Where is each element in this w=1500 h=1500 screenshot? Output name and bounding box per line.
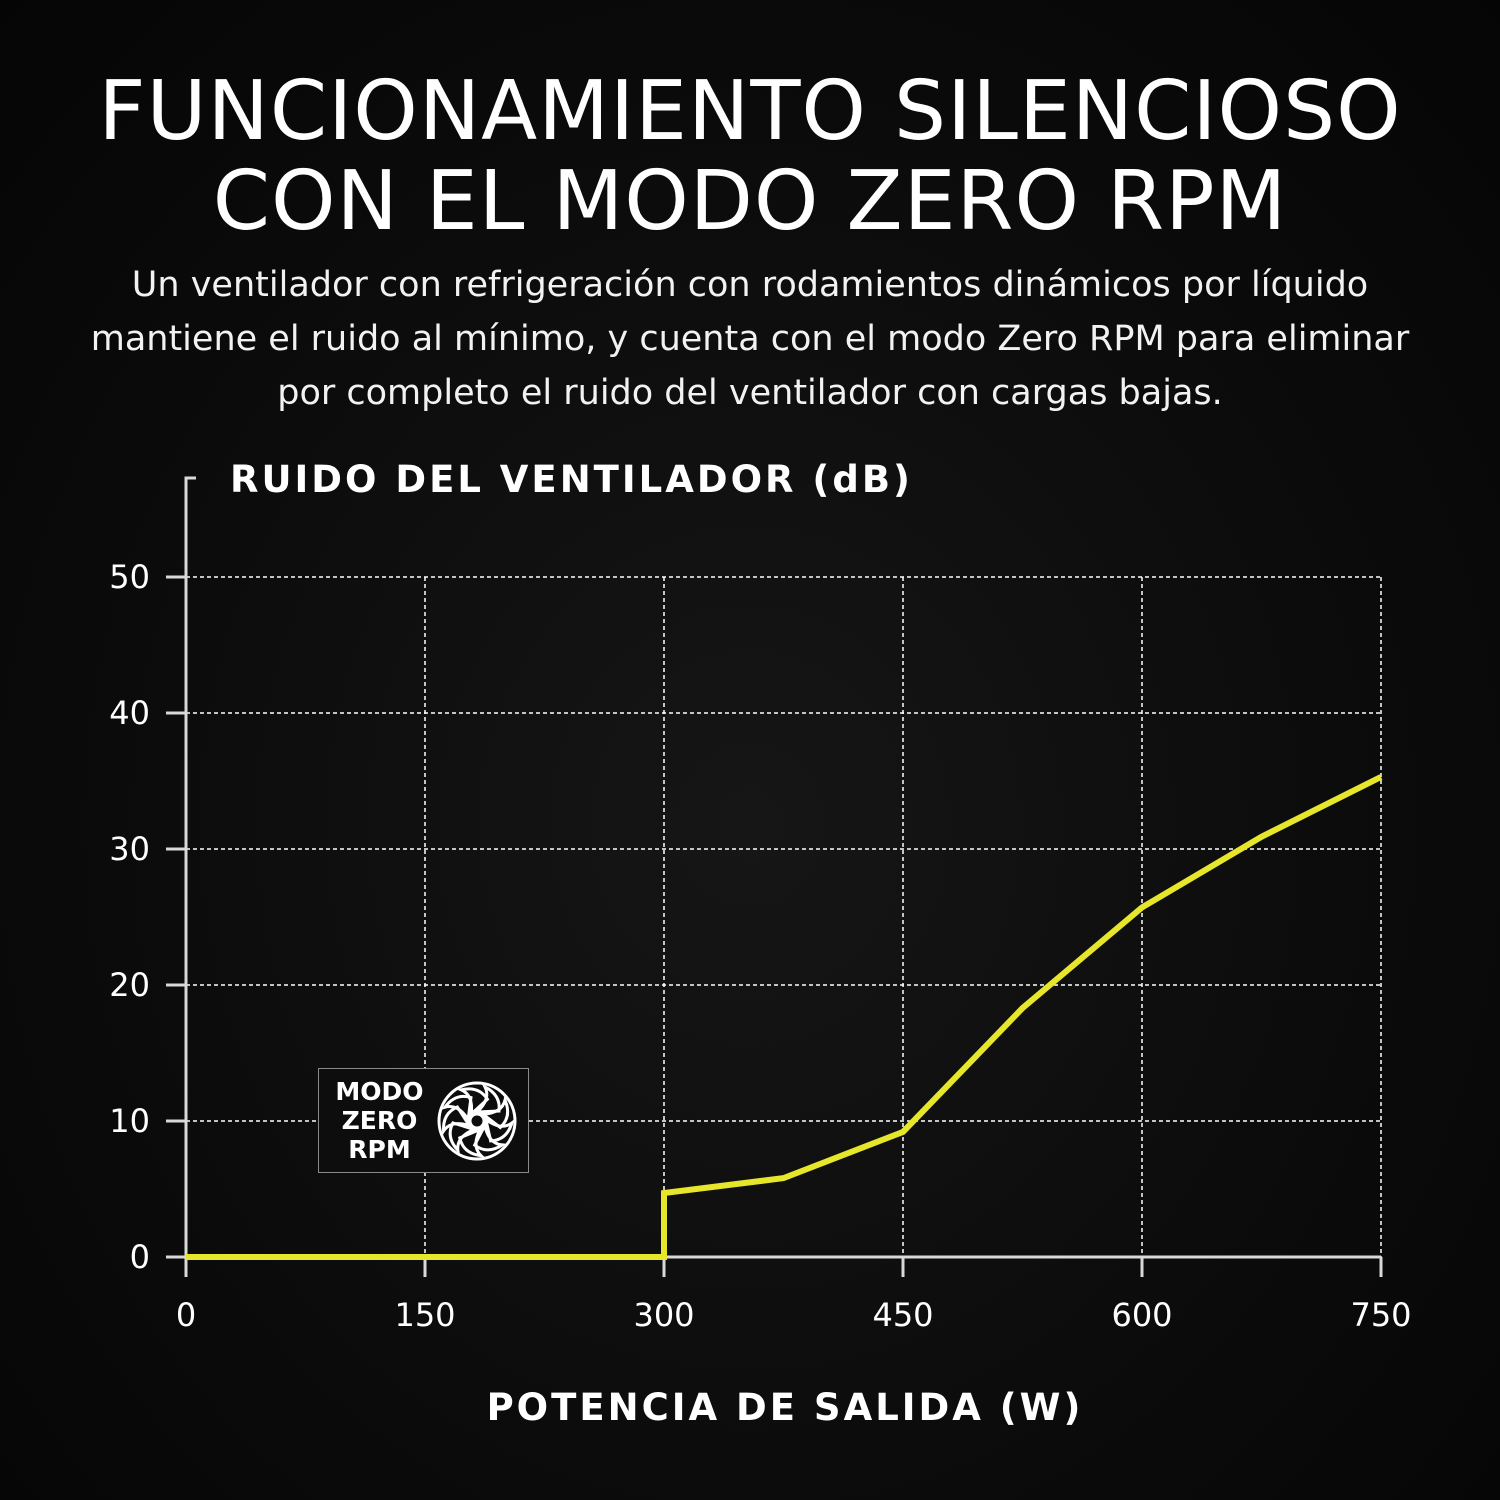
badge-text: MODO ZERO RPM (327, 1077, 432, 1164)
fan-blade (478, 1095, 510, 1130)
y-tick-label: 30 (109, 830, 150, 868)
y-axis-line (184, 476, 196, 1257)
fan-blade (442, 1105, 473, 1136)
fan-blade (448, 1121, 479, 1155)
series-line (186, 774, 1383, 1260)
badge-line1: MODO (335, 1077, 424, 1106)
x-tick-label: 600 (1111, 1296, 1172, 1334)
fan-blade (458, 1126, 486, 1158)
subtitle: Un ventilador con refrigeración con roda… (90, 265, 1410, 413)
y-tick-label: 0 (130, 1238, 150, 1276)
fan-icon (437, 1081, 517, 1161)
x-tick-label: 750 (1350, 1296, 1411, 1334)
badge-line2: ZERO (341, 1106, 418, 1135)
fan-blade (456, 1087, 490, 1118)
x-tick-label: 150 (394, 1296, 455, 1334)
badge-line3: RPM (348, 1135, 411, 1164)
x-axis-label: POTENCIA DE SALIDA (W) (486, 1386, 1084, 1429)
fan-blade (472, 1121, 508, 1152)
y-tick-label: 20 (109, 966, 150, 1004)
y-axis-label: RUIDO DEL VENTILADOR (dB) (230, 458, 913, 501)
zero-rpm-badge: MODO ZERO RPM (318, 1068, 529, 1173)
fan-blade (441, 1094, 473, 1124)
x-tick-label: 450 (872, 1296, 933, 1334)
page-title-line2: CON EL MODO ZERO RPM (212, 154, 1288, 249)
x-tick-label: 0 (176, 1296, 196, 1334)
x-tick-label: 300 (633, 1296, 694, 1334)
fan-blade (483, 1115, 515, 1143)
y-tick-label: 50 (109, 558, 150, 596)
y-tick-label: 40 (109, 694, 150, 732)
page-title-line1: FUNCIONAMIENTO SILENCIOSO (98, 64, 1402, 159)
y-tick-label: 10 (109, 1102, 150, 1140)
